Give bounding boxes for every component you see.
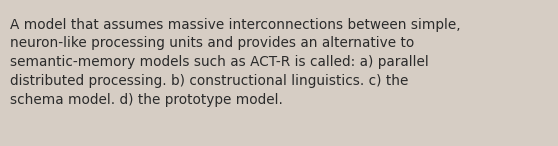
Text: A model that assumes massive interconnections between simple,
neuron-like proces: A model that assumes massive interconnec… <box>10 18 461 107</box>
